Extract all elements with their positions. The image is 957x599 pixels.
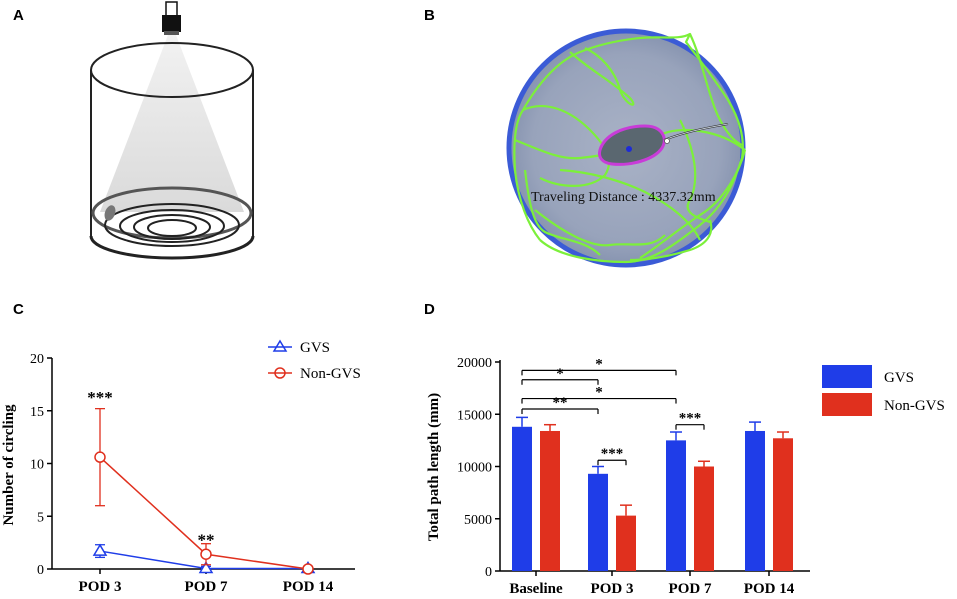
traveling-distance-label: Traveling Distance : 4337.32mm [531, 190, 716, 205]
significance-label: * [595, 385, 603, 401]
chart-c-ytick-label: 20 [30, 352, 44, 367]
significance-label: ** [198, 530, 215, 549]
chart-d-brackets: *********** [521, 356, 705, 466]
legend-non-gvs-swatch [822, 393, 872, 416]
bar-gvs [512, 426, 532, 571]
camera-icon [162, 1, 181, 35]
panel-label-a: A [13, 7, 24, 24]
panel-label-d: D [424, 301, 435, 318]
chart-c-annotations: ***** [87, 388, 214, 549]
chart-d-ytick-label: 15000 [457, 408, 492, 423]
bar-non-gvs [694, 466, 714, 571]
chart-d-ytick-label: 10000 [457, 461, 492, 476]
chart-d-bars [512, 416, 793, 571]
mouse-icon [104, 205, 116, 221]
chart-c-xtick-label: POD 3 [79, 579, 122, 595]
chart-d-ytick-label: 20000 [457, 356, 492, 371]
chart-d-legend: GVS Non-GVS [822, 365, 945, 416]
chart-c-ylabel: Number of circling [1, 404, 17, 526]
significance-label: ** [553, 395, 568, 411]
panel-label-b: B [424, 7, 435, 24]
chart-c-y-ticks: 0 5 10 15 20 [30, 352, 52, 578]
bar-non-gvs [616, 515, 636, 571]
legend-non-gvs-label: Non-GVS [300, 366, 361, 382]
panel-label-c: C [13, 301, 24, 318]
apparatus-illustration [89, 1, 255, 260]
chart-d-xtick-label: POD 3 [591, 581, 634, 597]
chart-d-ylabel: Total path length (mm) [426, 393, 442, 541]
chart-c-ytick-label: 15 [30, 405, 44, 420]
centroid-dot [626, 146, 632, 152]
legend-gvs-swatch [822, 365, 872, 388]
chart-c-series [92, 407, 316, 575]
cylinder-arena [89, 42, 255, 260]
chart-c-ytick-label: 10 [30, 458, 44, 473]
significance-label: *** [87, 388, 113, 407]
chart-c-x-ticks: POD 3 POD 7 POD 14 [79, 569, 334, 595]
data-point [200, 548, 212, 560]
chart-d-xtick-label: POD 7 [669, 581, 712, 597]
chart-c-ytick-label: 5 [37, 510, 44, 525]
tracking-image: Traveling Distance : 4337.32mm [506, 28, 747, 268]
chart-c-xtick-label: POD 14 [283, 579, 334, 595]
data-point [92, 543, 108, 556]
significance-label: * [556, 366, 564, 382]
bar-gvs [745, 430, 765, 571]
chart-d-xtick-label: POD 14 [744, 581, 795, 597]
chart-c-legend: GVS Non-GVS [268, 339, 361, 382]
path-length-bar-chart: Total path length (mm) 0 5000 10000 15000 20… [426, 356, 945, 597]
significance-label: *** [601, 446, 624, 462]
head-dot [664, 138, 670, 144]
legend-d-gvs-label: GVS [884, 370, 914, 386]
legend-gvs-marker [272, 339, 288, 352]
bar-non-gvs [773, 438, 793, 571]
chart-c-ytick-label: 0 [37, 563, 44, 578]
data-point [198, 561, 214, 574]
chart-d-xtick-label: Baseline [509, 581, 563, 597]
legend-non-gvs-marker [274, 367, 286, 379]
bar-gvs [588, 473, 608, 571]
data-point [302, 563, 314, 575]
travel-path [513, 32, 747, 264]
mouse-body [598, 124, 666, 166]
chart-d-y-ticks: 0 5000 10000 15000 20000 [457, 356, 500, 580]
chart-d-ytick-label: 5000 [464, 513, 492, 528]
significance-label: * [595, 356, 603, 372]
bar-gvs [666, 440, 686, 571]
significance-label: *** [679, 411, 702, 427]
chart-c-xtick-label: POD 7 [185, 579, 228, 595]
bar-non-gvs [540, 430, 560, 571]
data-point [94, 451, 106, 463]
chart-d-ytick-label: 0 [485, 565, 492, 580]
camera-beam [100, 35, 244, 212]
legend-gvs-label: GVS [300, 340, 330, 356]
legend-d-non-gvs-label: Non-GVS [884, 398, 945, 414]
chart-d-x-ticks: Baseline POD 3 POD 7 POD 14 [509, 571, 795, 597]
